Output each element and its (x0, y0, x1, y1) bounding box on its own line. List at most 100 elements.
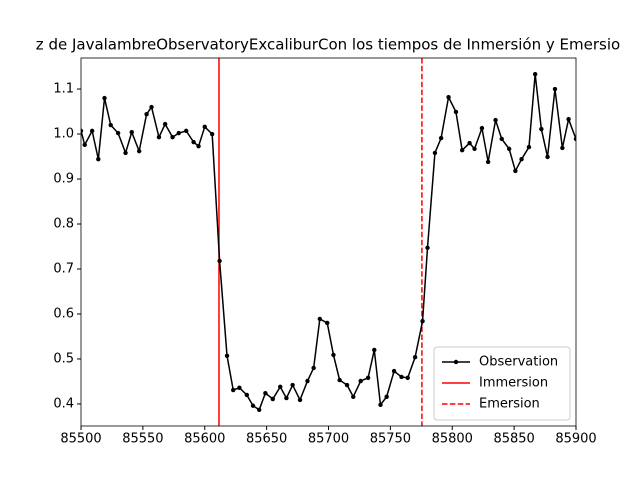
data-point (250, 403, 256, 408)
data-point (81, 128, 84, 134)
data-point (545, 154, 550, 160)
y-tick-label: 0.8 (53, 217, 74, 232)
data-point (149, 104, 154, 110)
legend-marker (453, 359, 459, 365)
data-point (123, 150, 128, 156)
data-point (519, 157, 524, 162)
data-point (372, 347, 377, 353)
data-point (156, 134, 162, 140)
data-point (305, 378, 310, 384)
data-point (337, 377, 342, 383)
y-tick-label: 0.9 (53, 172, 74, 187)
data-point (425, 245, 430, 251)
data-point (224, 353, 230, 359)
data-point (526, 144, 532, 150)
legend-label: Immersion (479, 376, 548, 391)
data-point (566, 116, 571, 122)
data-point (552, 86, 558, 92)
data-point (365, 375, 371, 381)
y-tick-label: 0.7 (53, 261, 74, 276)
data-point (351, 394, 356, 399)
data-point (115, 130, 121, 136)
data-point (539, 126, 544, 132)
data-point (399, 374, 404, 380)
data-point (129, 130, 134, 135)
y-tick-label: 0.4 (53, 396, 74, 411)
data-point (102, 95, 107, 101)
data-point (89, 128, 95, 134)
x-tick-label: 85600 (184, 432, 225, 447)
x-tick-label: 85500 (60, 432, 101, 447)
y-tick-label: 1.0 (53, 127, 74, 142)
x-tick-label: 85650 (246, 432, 287, 447)
data-point (384, 394, 389, 399)
legend-label: Observation (479, 355, 558, 370)
data-point (290, 382, 295, 388)
data-point (506, 146, 512, 152)
data-point (108, 122, 113, 128)
data-point (278, 384, 283, 390)
x-tick-label: 85700 (308, 432, 349, 447)
data-point (560, 145, 565, 151)
data-point (479, 125, 485, 131)
data-point (446, 94, 451, 100)
data-point (331, 352, 336, 358)
data-point (162, 121, 168, 127)
chart-title: z de JavalambreObservatoryExcaliburCon l… (36, 36, 620, 54)
data-point (270, 396, 276, 402)
data-point (391, 368, 397, 374)
data-point (183, 128, 189, 134)
data-point (231, 387, 236, 393)
x-tick-label: 85550 (122, 432, 163, 447)
data-point (467, 140, 472, 146)
data-point (412, 354, 418, 360)
axes-frame (80, 57, 577, 427)
data-point (453, 109, 459, 115)
data-point (284, 395, 289, 401)
data-point (378, 402, 383, 408)
data-point (405, 375, 410, 381)
plot-area (81, 58, 576, 426)
data-point (209, 131, 215, 137)
data-point (191, 139, 196, 145)
data-point (244, 392, 250, 398)
data-point (237, 385, 242, 390)
legend-label: Emersion (479, 397, 540, 412)
data-point (532, 71, 538, 77)
data-point (420, 318, 425, 324)
y-tick-label: 1.1 (53, 82, 74, 97)
data-point (263, 390, 268, 396)
data-point (82, 142, 87, 148)
legend-box (433, 346, 571, 421)
y-tick-label: 0.6 (53, 306, 74, 321)
x-tick-label: 85750 (370, 432, 411, 447)
data-point (438, 135, 444, 141)
data-point (432, 150, 438, 156)
data-point (196, 143, 201, 149)
data-point (317, 316, 323, 322)
data-point (297, 397, 303, 403)
data-point (459, 148, 465, 153)
data-point (513, 168, 518, 174)
data-point (325, 320, 330, 326)
data-point (499, 136, 504, 142)
x-tick-label: 85850 (493, 432, 534, 447)
data-point (96, 157, 101, 162)
data-point (493, 117, 498, 123)
data-point (170, 134, 175, 140)
data-point (485, 159, 491, 165)
data-point (311, 365, 316, 371)
data-point (202, 124, 207, 130)
data-point (472, 146, 477, 152)
x-tick-label: 85800 (432, 432, 473, 447)
x-tick-label: 85900 (555, 432, 596, 447)
data-point (573, 136, 576, 142)
y-tick-label: 0.5 (53, 351, 74, 366)
data-point (358, 378, 363, 384)
data-point (176, 130, 181, 136)
data-point (344, 382, 350, 388)
data-point (257, 407, 262, 413)
data-point (136, 148, 142, 154)
